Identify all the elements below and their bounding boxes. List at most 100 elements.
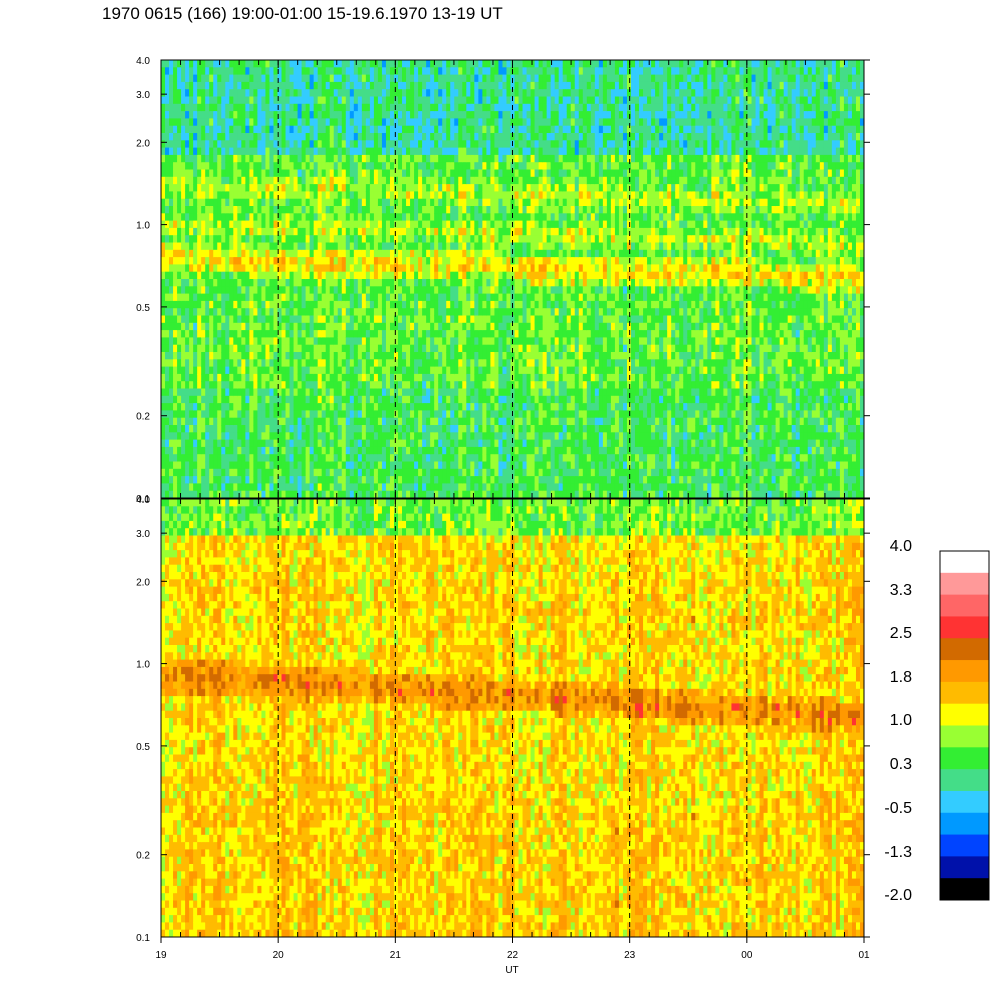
- heatmap-cell: [381, 337, 387, 346]
- heatmap-cell: [225, 140, 230, 149]
- heatmap-cell: [462, 293, 467, 302]
- heatmap-cell: [177, 286, 182, 295]
- heatmap-cell: [173, 373, 178, 382]
- heatmap-cell: [245, 352, 250, 360]
- heatmap-cell: [165, 439, 170, 448]
- heatmap-cell: [458, 308, 463, 317]
- heatmap-cell: [245, 220, 250, 229]
- heatmap-cell: [213, 147, 218, 156]
- heatmap-cell: [245, 403, 250, 411]
- heatmap-cell: [373, 198, 379, 207]
- heatmap-cell: [169, 213, 174, 222]
- heatmap-cell: [197, 359, 202, 368]
- heatmap-cell: [165, 454, 170, 463]
- heatmap-cell: [474, 300, 479, 309]
- heatmap-cell: [249, 220, 254, 229]
- heatmap-cell: [265, 417, 271, 426]
- heatmap-cell: [193, 184, 198, 192]
- heatmap-cell: [189, 410, 194, 419]
- heatmap-cell: [197, 468, 202, 477]
- heatmap-cell: [426, 417, 431, 426]
- heatmap-cell: [213, 242, 218, 251]
- heatmap-cell: [265, 373, 271, 382]
- heatmap-cell: [426, 388, 431, 397]
- heatmap-cell: [289, 140, 295, 149]
- heatmap-cell: [389, 352, 395, 360]
- heatmap-cell: [470, 388, 475, 397]
- heatmap-cell: [189, 388, 194, 397]
- heatmap-cell: [389, 235, 395, 244]
- heatmap-cell: [201, 461, 206, 470]
- heatmap-cell: [329, 454, 335, 463]
- heatmap-cell: [357, 169, 363, 178]
- heatmap-cell: [185, 264, 190, 273]
- heatmap-cell: [209, 169, 214, 178]
- heatmap-cell: [189, 257, 194, 265]
- heatmap-cell: [329, 162, 335, 171]
- heatmap-cell: [486, 395, 492, 404]
- heatmap-cell: [385, 169, 391, 178]
- heatmap-cell: [253, 103, 259, 112]
- heatmap-cell: [185, 147, 190, 156]
- heatmap-cell: [265, 125, 271, 134]
- heatmap-cell: [257, 454, 263, 463]
- heatmap-cell: [353, 410, 359, 419]
- heatmap-cell: [245, 74, 250, 83]
- heatmap-cell: [337, 352, 343, 360]
- heatmap-cell: [442, 359, 447, 368]
- heatmap-cell: [406, 235, 411, 244]
- heatmap-cell: [229, 81, 234, 90]
- heatmap-cell: [486, 403, 492, 411]
- heatmap-cell: [321, 483, 327, 492]
- heatmap-cell: [285, 81, 291, 90]
- heatmap-cell: [349, 271, 355, 280]
- heatmap-cell: [197, 242, 202, 251]
- heatmap-cell: [193, 286, 198, 295]
- heatmap-cell: [165, 330, 170, 338]
- heatmap-cell: [337, 403, 343, 411]
- heatmap-cell: [305, 483, 311, 492]
- heatmap-cell: [241, 96, 246, 105]
- heatmap-cell: [165, 476, 170, 484]
- heatmap-cell: [462, 118, 467, 127]
- heatmap-cell: [257, 425, 263, 433]
- heatmap-cell: [353, 286, 359, 295]
- heatmap-cell: [373, 154, 379, 163]
- heatmap-cell: [197, 403, 202, 411]
- heatmap-cell: [193, 454, 198, 463]
- heatmap-cell: [165, 213, 170, 222]
- heatmap-cell: [446, 410, 451, 419]
- heatmap-cell: [313, 461, 319, 470]
- heatmap-cell: [277, 286, 283, 295]
- heatmap-cell: [353, 74, 359, 83]
- heatmap-cell: [253, 279, 259, 287]
- heatmap-cell: [422, 184, 427, 192]
- heatmap-cell: [297, 322, 303, 331]
- heatmap-cell: [217, 271, 222, 280]
- heatmap-cell: [253, 227, 259, 236]
- heatmap-cell: [297, 410, 303, 419]
- heatmap-cell: [281, 147, 287, 156]
- heatmap-cell: [462, 184, 467, 192]
- heatmap-cell: [265, 249, 271, 258]
- heatmap-cell: [406, 366, 411, 375]
- heatmap-cell: [329, 67, 335, 76]
- heatmap-cell: [426, 191, 431, 200]
- heatmap-cell: [426, 300, 431, 309]
- heatmap-cell: [470, 410, 475, 419]
- heatmap-cell: [285, 395, 291, 404]
- heatmap-cell: [450, 96, 455, 105]
- heatmap-cell: [470, 322, 475, 331]
- heatmap-cell: [418, 103, 423, 112]
- heatmap-cell: [414, 191, 419, 200]
- heatmap-cell: [201, 206, 206, 214]
- heatmap-cell: [277, 344, 283, 353]
- heatmap-cell: [418, 293, 423, 302]
- heatmap-cell: [333, 89, 339, 98]
- heatmap-cell: [317, 373, 323, 382]
- heatmap-cell: [377, 169, 383, 178]
- heatmap-cell: [169, 191, 174, 200]
- heatmap-cell: [325, 315, 331, 324]
- heatmap-cell: [470, 446, 475, 455]
- heatmap-cell: [165, 403, 170, 411]
